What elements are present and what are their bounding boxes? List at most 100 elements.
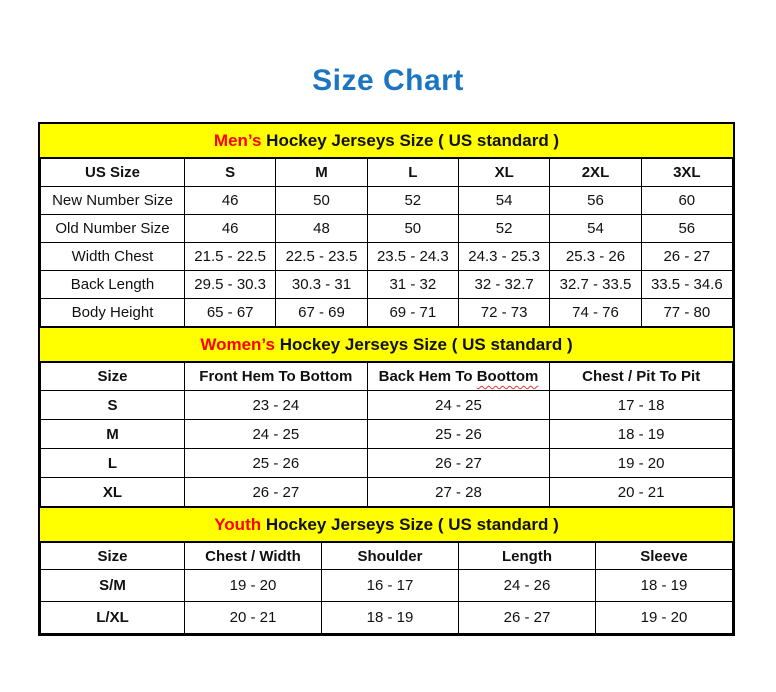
row-label: L/XL — [40, 601, 185, 634]
column-header: Shoulder — [321, 542, 459, 570]
cell: 32 - 32.7 — [457, 270, 551, 299]
row-label: Back Length — [40, 270, 185, 299]
column-header: Chest / Pit To Pit — [549, 362, 733, 391]
cell: 50 — [275, 186, 368, 215]
column-header: Length — [458, 542, 596, 570]
table-row: L/XL 20 - 21 18 - 19 26 - 27 19 - 20 — [40, 601, 733, 634]
cell: 46 — [183, 214, 277, 243]
mens-section-banner: Men’s Hockey Jerseys Size ( US standard … — [40, 124, 733, 158]
table-row: S 23 - 24 24 - 25 17 - 18 — [40, 390, 733, 420]
youth-banner-highlight: Youth — [214, 515, 262, 534]
cell: 27 - 28 — [366, 477, 551, 507]
row-label: XL — [40, 477, 185, 507]
cell: 20 - 21 — [549, 477, 733, 507]
cell: 54 — [549, 214, 642, 243]
cell: 24 - 26 — [458, 569, 596, 602]
row-label: Width Chest — [40, 242, 185, 271]
womens-size-table: Size Front Hem To Bottom Back Hem To Boo… — [40, 362, 733, 507]
column-header: L — [366, 158, 459, 187]
cell: 22.5 - 23.5 — [275, 242, 368, 271]
cell: 60 — [640, 186, 734, 215]
mens-header-row: US Size S M L XL 2XL 3XL — [40, 158, 734, 187]
cell: 23 - 24 — [184, 390, 368, 420]
cell: 26 - 27 — [458, 601, 596, 634]
column-header: 2XL — [549, 158, 642, 187]
row-label: New Number Size — [40, 186, 185, 215]
column-header: Back Hem To Boottom — [366, 362, 551, 391]
cell: 29.5 - 30.3 — [183, 270, 277, 299]
cell: 26 - 27 — [640, 242, 734, 271]
column-header: Chest / Width — [184, 542, 322, 570]
youth-banner-text: Hockey Jerseys Size ( US standard ) — [261, 515, 559, 534]
table-row: S/M 19 - 20 16 - 17 24 - 26 18 - 19 — [40, 569, 733, 602]
cell: 31 - 32 — [366, 270, 459, 299]
youth-header-row: Size Chest / Width Shoulder Length Sleev… — [40, 542, 733, 570]
cell: 30.3 - 31 — [275, 270, 368, 299]
cell: 46 — [183, 186, 277, 215]
cell: 16 - 17 — [321, 569, 459, 602]
cell: 18 - 19 — [595, 569, 733, 602]
cell: 25.3 - 26 — [549, 242, 642, 271]
cell: 77 - 80 — [640, 298, 734, 327]
womens-banner-text: Hockey Jerseys Size ( US standard ) — [274, 335, 573, 354]
cell: 19 - 20 — [595, 601, 733, 634]
cell: 69 - 71 — [366, 298, 459, 327]
column-header: US Size — [40, 158, 185, 187]
row-label: L — [40, 448, 185, 478]
mens-banner-highlight: Men’s — [213, 131, 262, 150]
mens-size-table: US Size S M L XL 2XL 3XL New Number Size… — [40, 158, 734, 327]
cell: 67 - 69 — [275, 298, 368, 327]
cell: 74 - 76 — [549, 298, 642, 327]
column-header: S — [183, 158, 277, 187]
womens-header-row: Size Front Hem To Bottom Back Hem To Boo… — [40, 362, 733, 391]
row-label: Old Number Size — [40, 214, 185, 243]
cell: 25 - 26 — [366, 419, 551, 449]
row-label: S/M — [40, 569, 185, 602]
cell: 17 - 18 — [549, 390, 733, 420]
table-row: XL 26 - 27 27 - 28 20 - 21 — [40, 477, 733, 507]
youth-section-banner: Youth Hockey Jerseys Size ( US standard … — [40, 507, 733, 542]
row-label: S — [40, 390, 185, 420]
table-row: Width Chest 21.5 - 22.5 22.5 - 23.5 23.5… — [40, 242, 734, 271]
cell: 32.7 - 33.5 — [549, 270, 642, 299]
table-row: M 24 - 25 25 - 26 18 - 19 — [40, 419, 733, 449]
cell: 56 — [549, 186, 642, 215]
cell: 33.5 - 34.6 — [640, 270, 734, 299]
cell: 24 - 25 — [366, 390, 551, 420]
cell: 25 - 26 — [184, 448, 368, 478]
column-header: Front Hem To Bottom — [184, 362, 368, 391]
cell: 65 - 67 — [183, 298, 277, 327]
table-row: New Number Size 46 50 52 54 56 60 — [40, 186, 734, 215]
cell: 21.5 - 22.5 — [183, 242, 277, 271]
table-row: Body Height 65 - 67 67 - 69 69 - 71 72 -… — [40, 298, 734, 327]
cell: 50 — [366, 214, 459, 243]
cell: 19 - 20 — [549, 448, 733, 478]
page-title: Size Chart — [312, 64, 464, 97]
column-header: M — [275, 158, 368, 187]
column-header: Sleeve — [595, 542, 733, 570]
cell: 18 - 19 — [321, 601, 459, 634]
cell: 48 — [275, 214, 368, 243]
womens-section-banner: Women’s Hockey Jerseys Size ( US standar… — [40, 327, 733, 362]
size-chart-container: Men’s Hockey Jerseys Size ( US standard … — [38, 122, 735, 636]
column-header: 3XL — [640, 158, 734, 187]
cell: 56 — [640, 214, 734, 243]
misspelled-word: Boottom — [476, 368, 539, 385]
row-label: Body Height — [40, 298, 185, 327]
cell: 26 - 27 — [366, 448, 551, 478]
table-row: L 25 - 26 26 - 27 19 - 20 — [40, 448, 733, 478]
cell: 23.5 - 24.3 — [366, 242, 459, 271]
cell: 18 - 19 — [549, 419, 733, 449]
cell: 20 - 21 — [184, 601, 322, 634]
cell: 54 — [457, 186, 551, 215]
cell: 19 - 20 — [184, 569, 322, 602]
womens-banner-highlight: Women’s — [200, 335, 275, 354]
cell: 24 - 25 — [184, 419, 368, 449]
cell: 26 - 27 — [184, 477, 368, 507]
mens-banner-text: Hockey Jerseys Size ( US standard ) — [261, 131, 560, 150]
table-row: Back Length 29.5 - 30.3 30.3 - 31 31 - 3… — [40, 270, 734, 299]
cell: 24.3 - 25.3 — [457, 242, 551, 271]
cell: 52 — [366, 186, 459, 215]
column-header-text: Back Hem To — [378, 368, 477, 385]
